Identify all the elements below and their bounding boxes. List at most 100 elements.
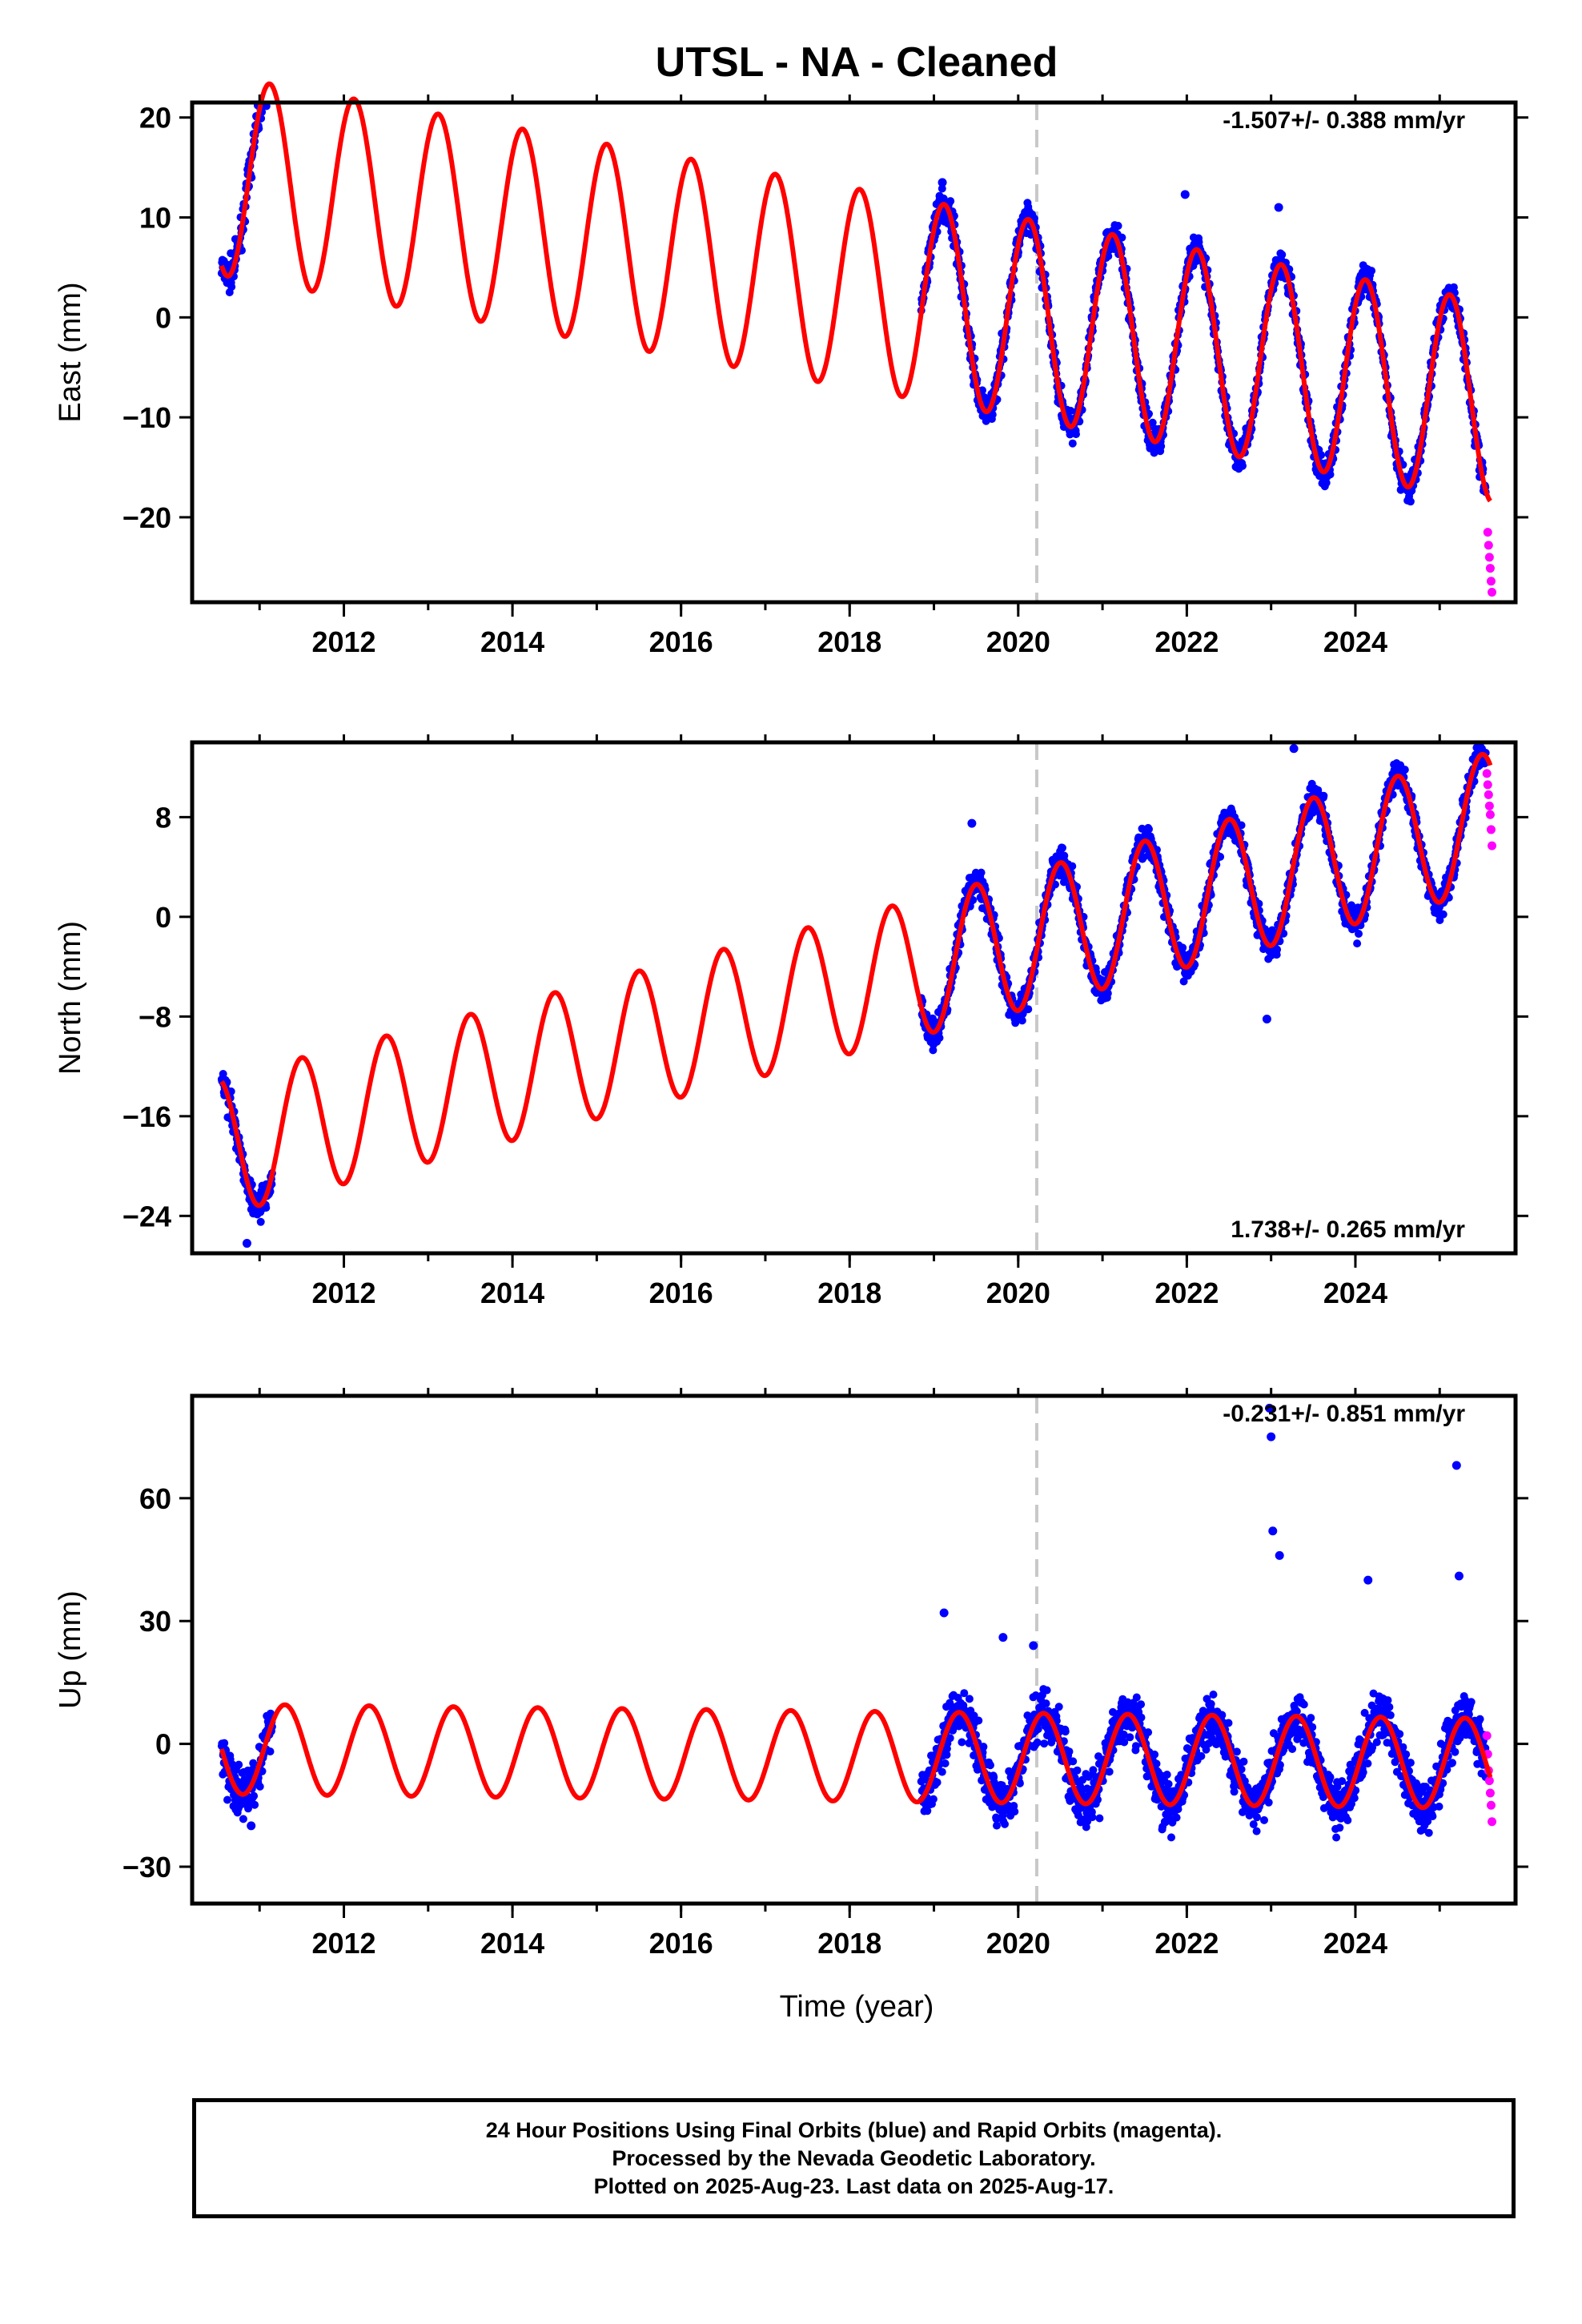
final-orbit-point <box>1350 1794 1359 1803</box>
final-orbit-point <box>1317 451 1326 460</box>
final-orbit-point <box>1383 1696 1392 1705</box>
x-tick-label: 2024 <box>1323 625 1387 658</box>
rapid-orbit-points <box>1482 769 1497 850</box>
final-orbit-point <box>1042 1699 1050 1708</box>
final-orbit-point <box>1040 1739 1049 1748</box>
final-orbit-point <box>1061 1727 1070 1736</box>
figure-title: UTSL - NA - Cleaned <box>656 39 1058 86</box>
final-orbit-point <box>256 1217 265 1226</box>
final-orbit-point <box>1406 497 1415 506</box>
final-orbit-point <box>1353 939 1362 948</box>
final-orbit-point <box>1237 821 1246 830</box>
final-orbit-point <box>1167 1833 1175 1842</box>
final-orbit-point <box>938 184 946 193</box>
final-orbit-point <box>1451 1747 1460 1756</box>
final-orbit-point <box>1249 1820 1258 1828</box>
outlier-point <box>998 1633 1008 1642</box>
final-orbit-point <box>1068 862 1077 870</box>
final-orbit-point <box>1095 1814 1104 1823</box>
final-orbit-point <box>946 1734 954 1743</box>
final-orbit-point <box>1448 1759 1456 1767</box>
final-orbit-point <box>1326 470 1335 479</box>
final-orbit-point <box>1355 930 1363 938</box>
final-orbit-point <box>255 1782 264 1791</box>
final-orbit-point <box>1065 1747 1074 1756</box>
rapid-orbit-point <box>1482 769 1492 778</box>
final-orbit-point <box>223 1795 231 1804</box>
final-orbit-point <box>266 1747 275 1756</box>
rapid-orbit-point <box>1484 553 1494 562</box>
x-tick-label: 2022 <box>1154 1277 1219 1309</box>
final-orbit-point <box>1137 1713 1146 1722</box>
final-orbit-point <box>941 1759 950 1767</box>
final-orbit-point <box>1359 1768 1367 1776</box>
final-orbit-point <box>1230 1787 1239 1796</box>
final-orbit-point <box>1018 1016 1026 1025</box>
final-orbit-point <box>1275 1760 1284 1769</box>
final-orbit-points <box>217 99 1490 506</box>
final-orbit-point <box>1299 1700 1308 1709</box>
final-orbit-point <box>1072 430 1080 439</box>
final-orbit-point <box>1073 1766 1082 1775</box>
model-fit-line <box>219 751 1493 1208</box>
final-orbit-point <box>1239 1757 1248 1766</box>
final-orbit-point <box>1088 1813 1097 1822</box>
final-orbit-point <box>1150 1750 1159 1759</box>
final-orbit-point <box>1335 1823 1344 1832</box>
outlier-point <box>939 1608 949 1618</box>
final-orbit-point <box>965 1695 974 1703</box>
final-orbit-point <box>977 868 986 877</box>
x-tick-label: 2024 <box>1323 1277 1387 1309</box>
final-orbit-point <box>1051 880 1059 889</box>
final-orbit-point <box>1162 1771 1171 1779</box>
final-orbit-point <box>960 1689 969 1698</box>
final-orbit-point <box>1152 1759 1161 1768</box>
final-orbit-point <box>250 1791 259 1800</box>
x-tick-label: 2014 <box>480 625 544 658</box>
final-orbit-point <box>1058 843 1066 852</box>
final-orbit-point <box>1164 1779 1173 1788</box>
final-orbit-point <box>1326 1773 1335 1782</box>
final-orbit-point <box>1367 267 1376 275</box>
final-orbit-point <box>1054 1703 1063 1711</box>
final-orbit-point <box>1207 1699 1215 1708</box>
final-orbit-point <box>929 1795 938 1803</box>
final-orbit-point <box>1240 1777 1249 1786</box>
final-orbit-point <box>1066 407 1075 415</box>
final-orbit-point <box>1260 1815 1268 1824</box>
outlier-point <box>967 818 977 828</box>
final-orbit-point <box>251 1800 259 1809</box>
plot-frame <box>190 100 1518 605</box>
final-orbit-point <box>1218 1711 1227 1719</box>
final-orbit-point <box>1435 1802 1443 1811</box>
final-orbit-point <box>1307 1714 1315 1723</box>
y-tick-label: 8 <box>155 801 171 834</box>
final-orbit-point <box>1148 418 1157 427</box>
rapid-orbit-point <box>1485 810 1495 819</box>
final-orbit-point <box>1322 478 1331 487</box>
y-tick-label: −24 <box>122 1200 171 1232</box>
final-orbit-point <box>1179 977 1188 986</box>
final-orbit-point <box>938 1767 946 1776</box>
outlier-point <box>242 1239 251 1248</box>
final-orbit-point <box>1216 852 1225 861</box>
final-orbit-point <box>1402 1750 1411 1759</box>
final-orbit-point <box>1157 442 1166 451</box>
final-orbit-point <box>979 1743 988 1751</box>
final-orbit-point <box>1273 945 1282 954</box>
rapid-orbit-point <box>1483 780 1492 790</box>
final-orbit-point <box>993 1821 1001 1830</box>
x-tick-label: 2014 <box>480 1277 544 1309</box>
rapid-orbit-point <box>1484 790 1493 799</box>
final-orbit-point <box>262 1204 271 1212</box>
final-orbit-point <box>1094 1795 1102 1804</box>
final-orbit-point <box>1033 1738 1042 1747</box>
final-orbit-point <box>935 1034 944 1042</box>
y-tick-label: 0 <box>155 301 171 334</box>
final-orbit-point <box>969 895 978 904</box>
rapid-orbit-point <box>1486 825 1496 834</box>
final-orbit-point <box>992 1815 1001 1823</box>
final-orbit-point <box>227 283 236 292</box>
final-orbit-point <box>249 1759 258 1767</box>
